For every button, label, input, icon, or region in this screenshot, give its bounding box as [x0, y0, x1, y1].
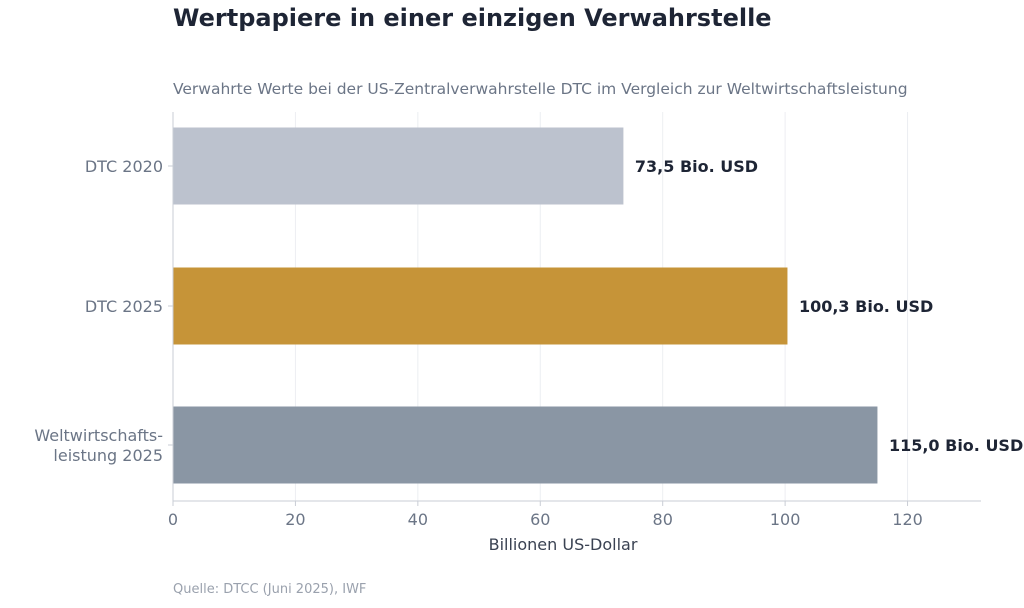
data-label: 115,0 Bio. USD: [889, 436, 1023, 455]
x-tick-label: 20: [285, 510, 305, 529]
data-label: 73,5 Bio. USD: [635, 157, 758, 176]
category-label: DTC 2025: [85, 297, 163, 316]
x-tick-label: 60: [530, 510, 550, 529]
axes: [168, 112, 981, 506]
data-label: 100,3 Bio. USD: [799, 297, 933, 316]
category-label: DTC 2020: [85, 157, 163, 176]
category-label: Weltwirtschafts-: [34, 426, 163, 445]
x-tick-label: 100: [770, 510, 801, 529]
chart-subtitle: Verwahrte Werte bei der US-Zentralverwah…: [173, 80, 908, 98]
x-tick-label: 120: [892, 510, 923, 529]
x-tick-label: 80: [653, 510, 673, 529]
chart-title: Wertpapiere in einer einzigen Verwahrste…: [173, 4, 772, 32]
bars: [173, 127, 878, 484]
category-label: leistung 2025: [53, 446, 163, 465]
x-tick-label: 40: [408, 510, 428, 529]
source-note: Quelle: DTCC (Juni 2025), IWF: [173, 582, 367, 597]
bar: [173, 267, 788, 345]
labels: 0 20 40 60 80 100 120 73,5 Bio. USD DTC 2020 100,…: [34, 157, 1023, 554]
x-axis-title: Billionen US-Dollar: [489, 535, 638, 554]
x-tick-label: 0: [168, 510, 178, 529]
bar: [173, 406, 878, 484]
bar: [173, 127, 624, 205]
